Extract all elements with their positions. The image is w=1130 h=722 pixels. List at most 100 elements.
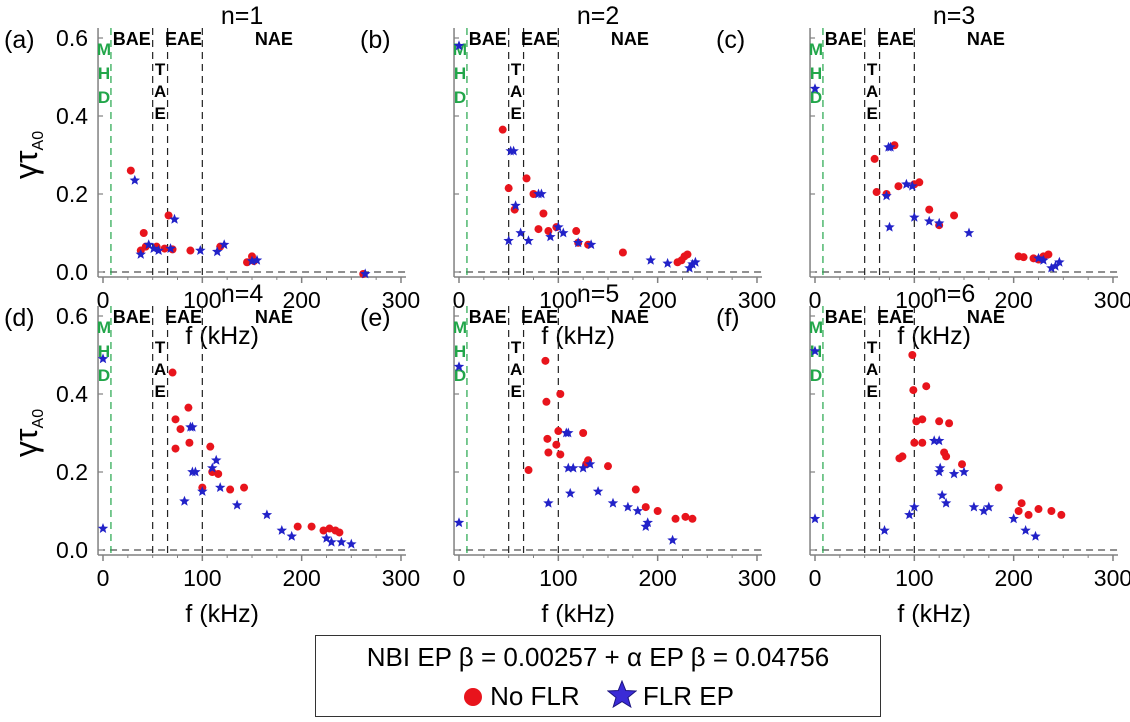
tae-letter: A xyxy=(510,360,522,379)
flr-ep-point xyxy=(165,243,176,253)
flr-ep-point xyxy=(453,361,465,372)
blue-star-icon xyxy=(606,679,638,709)
no-flr-point xyxy=(908,351,917,359)
flr-ep-point xyxy=(195,245,206,255)
no-flr-point xyxy=(915,178,924,187)
flr-ep-point xyxy=(940,497,952,508)
no-flr-point xyxy=(1057,510,1066,519)
band-label: EAE xyxy=(165,29,202,49)
band-label: BAE xyxy=(113,307,151,327)
no-flr-point xyxy=(534,225,543,234)
flr-ep-point xyxy=(632,505,643,516)
flr-ep-point xyxy=(933,435,945,446)
flr-ep-point xyxy=(909,211,920,222)
tae-letter: T xyxy=(867,338,878,357)
flr-ep-point xyxy=(1046,262,1057,273)
panel-title: n=4 xyxy=(221,280,264,308)
no-flr-point xyxy=(307,522,316,531)
x-tick-label: 0 xyxy=(453,287,466,313)
tae-letter: T xyxy=(155,338,166,357)
x-tick-label: 300 xyxy=(1094,287,1130,313)
no-flr-point xyxy=(504,184,513,193)
band-label: EAE xyxy=(521,307,558,327)
no-flr-point xyxy=(1014,507,1023,515)
flr-ep-point xyxy=(963,227,975,238)
no-flr-point xyxy=(894,182,903,191)
no-flr-point xyxy=(544,448,553,457)
flr-ep-point xyxy=(983,501,995,512)
flr-ep-point xyxy=(197,486,208,496)
red-dot-icon xyxy=(464,688,483,706)
legend-item-no-flr: No FLR xyxy=(462,681,580,712)
flr-ep-point xyxy=(545,231,556,242)
no-flr-point xyxy=(918,415,927,424)
no-flr-point xyxy=(556,390,565,398)
panel-title: n=2 xyxy=(577,2,619,30)
x-tick-label: 100 xyxy=(539,565,577,591)
flr-ep-point xyxy=(904,509,915,520)
band-label: NAE xyxy=(255,29,293,49)
flr-ep-point xyxy=(684,262,695,273)
legend-item-flr-ep: FLR EP xyxy=(606,679,734,712)
mhd-letter: D xyxy=(454,366,466,385)
band-label: NAE xyxy=(611,307,649,327)
x-tick-label: 200 xyxy=(282,287,320,313)
flr-ep-point xyxy=(169,213,180,224)
flr-ep-point xyxy=(231,499,243,510)
flr-ep-point xyxy=(879,525,890,535)
mhd-letter: D xyxy=(810,88,822,107)
no-flr-point xyxy=(631,485,640,494)
legend: NBI EP β = 0.00257 + α EP β = 0.04756 No… xyxy=(315,635,881,717)
no-flr-point xyxy=(925,205,934,214)
tae-letter: E xyxy=(510,104,521,123)
no-flr-point xyxy=(226,485,235,494)
flr-ep-point xyxy=(933,466,945,477)
no-flr-point xyxy=(958,460,967,469)
mhd-letter: H xyxy=(98,64,110,83)
band-label: BAE xyxy=(469,29,507,49)
flr-ep-point xyxy=(1054,256,1065,267)
flr-ep-point xyxy=(642,517,653,528)
band-label: BAE xyxy=(469,307,507,327)
x-axis-label: f (kHz) xyxy=(897,600,971,628)
flr-ep-point xyxy=(97,523,109,533)
x-tick-label: 200 xyxy=(994,565,1032,591)
flr-ep-point xyxy=(510,200,521,211)
no-flr-point xyxy=(910,438,919,447)
flr-ep-point xyxy=(563,462,574,473)
panel-title: n=6 xyxy=(933,280,975,308)
x-tick-label: 0 xyxy=(809,565,822,591)
band-label: EAE xyxy=(521,29,558,49)
flr-ep-point xyxy=(968,501,980,512)
flr-ep-point xyxy=(515,227,526,238)
no-flr-point xyxy=(240,483,249,492)
no-flr-point xyxy=(293,522,302,531)
flr-ep-point xyxy=(1020,525,1031,535)
legend-row: No FLR FLR EP xyxy=(316,679,880,712)
flr-ep-point xyxy=(503,235,514,246)
x-tick-label: 300 xyxy=(1094,565,1130,591)
no-flr-point xyxy=(1047,507,1056,515)
no-flr-point xyxy=(539,209,548,218)
flr-ep-point xyxy=(215,482,226,492)
band-label: EAE xyxy=(165,307,202,327)
flr-ep-point xyxy=(190,466,201,477)
flr-ep-point xyxy=(346,538,357,549)
no-flr-point xyxy=(898,452,907,461)
y-axis-label: γτA0 xyxy=(8,131,47,179)
flr-ep-point xyxy=(453,40,465,51)
tae-letter: A xyxy=(510,82,522,101)
flr-ep-point xyxy=(809,513,821,524)
panel-label: (b) xyxy=(360,26,391,54)
tae-letter: E xyxy=(866,382,877,401)
flr-ep-point xyxy=(360,268,371,279)
tae-letter: T xyxy=(511,60,522,79)
flr-ep-point xyxy=(536,188,547,199)
flr-ep-point xyxy=(662,257,673,268)
legend-no-flr-label: No FLR xyxy=(490,681,580,711)
tae-letter: A xyxy=(866,82,878,101)
mhd-letter: M xyxy=(453,40,467,59)
x-axis-label: f (kHz) xyxy=(541,600,615,628)
y-tick-label: 0.2 xyxy=(56,181,88,207)
mhd-letter: D xyxy=(454,88,466,107)
